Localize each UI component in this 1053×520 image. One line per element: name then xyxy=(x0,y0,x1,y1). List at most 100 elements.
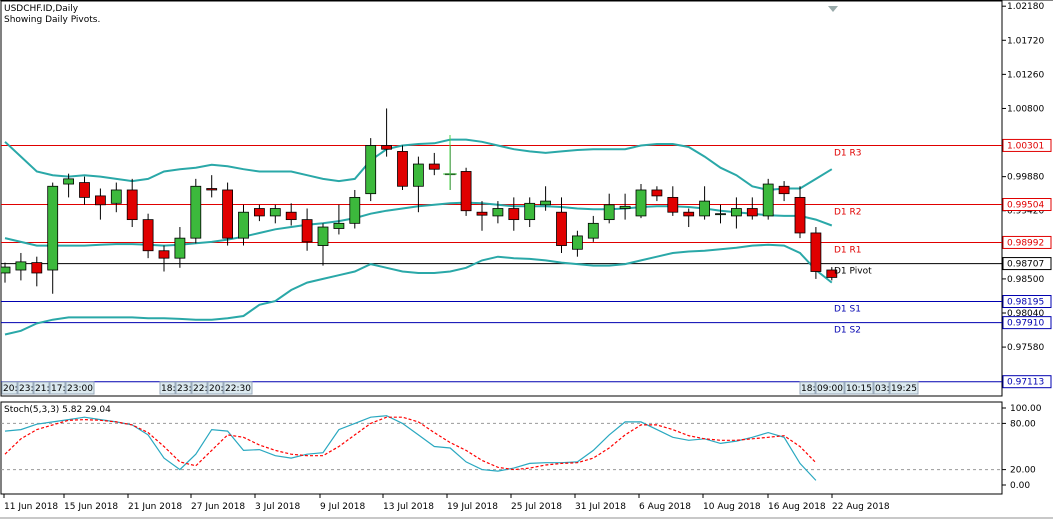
session-strip-cell xyxy=(1,381,18,395)
symbol-timeframe-label: USDCHF.ID,Daily xyxy=(4,4,79,14)
candle xyxy=(572,230,583,257)
candle xyxy=(778,181,790,202)
candle xyxy=(206,175,218,198)
candle-body xyxy=(731,208,742,217)
candle xyxy=(349,189,361,229)
candle-body xyxy=(619,205,631,209)
candle xyxy=(365,138,377,202)
pivot-label-d1-r1: D1 R1 xyxy=(834,245,862,255)
candle xyxy=(762,178,774,220)
pivot-value-label: 0.99504 xyxy=(1007,201,1044,211)
candle xyxy=(63,173,74,198)
candle xyxy=(619,193,631,220)
session-strip-label: 22:30 xyxy=(225,384,251,394)
candle-body xyxy=(95,195,106,206)
stoch-level-label: 20.00 xyxy=(1010,466,1036,476)
session-strip-label: 03: xyxy=(875,384,889,394)
candle-body xyxy=(365,145,377,195)
candle xyxy=(556,197,567,253)
date-axis-label: 10 Aug 2018 xyxy=(703,502,761,512)
session-strip-label: 22: xyxy=(193,384,207,394)
pivot-value-box xyxy=(1002,235,1052,249)
candle-body xyxy=(126,189,138,221)
candle xyxy=(1,262,11,283)
session-strip-cell xyxy=(889,381,919,395)
price-tick-label: 0.98040 xyxy=(1007,309,1044,319)
session-strip-cell xyxy=(873,381,890,395)
candle xyxy=(253,204,265,222)
price-tick-label: 0.97580 xyxy=(1007,343,1044,353)
session-strip-label: 18: xyxy=(161,384,175,394)
candle xyxy=(47,182,59,294)
session-strip-cell xyxy=(175,381,192,395)
candle-body xyxy=(79,182,90,198)
candle-body xyxy=(810,232,822,272)
date-axis-label: 15 Jun 2018 xyxy=(64,502,118,512)
candle-body xyxy=(428,163,440,170)
price-tick-label: 0.99880 xyxy=(1007,173,1044,183)
session-strip-label: 20: xyxy=(3,384,17,394)
candle xyxy=(222,182,234,246)
date-axis-label: 21 Jun 2018 xyxy=(128,502,182,512)
candle xyxy=(731,197,742,229)
pivot-value-label: 0.98992 xyxy=(1007,238,1044,248)
session-strip-label: 09:00 xyxy=(817,384,843,394)
candle xyxy=(508,197,520,231)
candle-body xyxy=(667,196,679,213)
stoch-label: Stoch(5,3,3) 5.82 29.04 xyxy=(4,405,111,415)
candle xyxy=(110,182,122,213)
candle-body xyxy=(238,211,249,239)
candle-body xyxy=(317,226,329,246)
pivot-value-box xyxy=(1002,295,1052,309)
candle xyxy=(746,197,758,220)
session-strip-cell xyxy=(815,381,845,395)
session-strip-cell xyxy=(65,381,95,395)
candle-body xyxy=(349,196,361,224)
pivot-label-d1-r3: D1 R3 xyxy=(834,148,862,158)
candle xyxy=(397,145,408,190)
stoch-pane-frame xyxy=(0,401,1003,495)
candle-body xyxy=(635,189,647,217)
stoch-level-label: 0.00 xyxy=(1010,481,1030,491)
pivot-value-box xyxy=(1002,257,1052,271)
candle-body xyxy=(333,222,345,229)
candle-body xyxy=(269,208,281,217)
candle-body xyxy=(222,189,234,239)
pivot-value-box xyxy=(1002,138,1052,152)
candle-body xyxy=(762,183,774,217)
candle xyxy=(95,188,106,220)
session-strip-cell xyxy=(49,381,66,395)
candle xyxy=(810,227,822,279)
candle-body xyxy=(412,163,424,187)
candle xyxy=(524,197,536,228)
candle-body xyxy=(460,171,472,212)
stoch-level-label: 100.00 xyxy=(1010,404,1042,414)
candle-body xyxy=(381,145,393,150)
bollinger-upper-line xyxy=(4,138,833,192)
stoch-level-label: 80.00 xyxy=(1010,419,1036,429)
candle xyxy=(492,201,504,224)
date-axis-label: 9 Jul 2018 xyxy=(320,502,365,512)
candle xyxy=(635,184,647,219)
candle xyxy=(667,186,679,216)
session-strip-label: 10:15 xyxy=(846,384,872,394)
pivot-label-d1-s1: D1 S1 xyxy=(834,305,861,315)
candle-body xyxy=(826,269,838,278)
candle xyxy=(412,156,424,213)
session-strip-cell xyxy=(33,381,50,395)
candle xyxy=(238,204,249,246)
candle-body xyxy=(253,208,265,217)
session-strip-label: 23:00 xyxy=(67,384,93,394)
pivot-value-label: 1.00301 xyxy=(1007,141,1044,151)
candle-body xyxy=(110,189,122,204)
candle-body xyxy=(683,211,695,217)
session-strip-label: 20: xyxy=(209,384,223,394)
candle xyxy=(285,203,297,226)
candle xyxy=(651,186,663,202)
pivot-label-d1-r2: D1 R2 xyxy=(834,208,862,218)
session-strip-label: 19:25 xyxy=(891,384,917,394)
candle-body xyxy=(206,188,218,191)
candle xyxy=(190,178,202,244)
